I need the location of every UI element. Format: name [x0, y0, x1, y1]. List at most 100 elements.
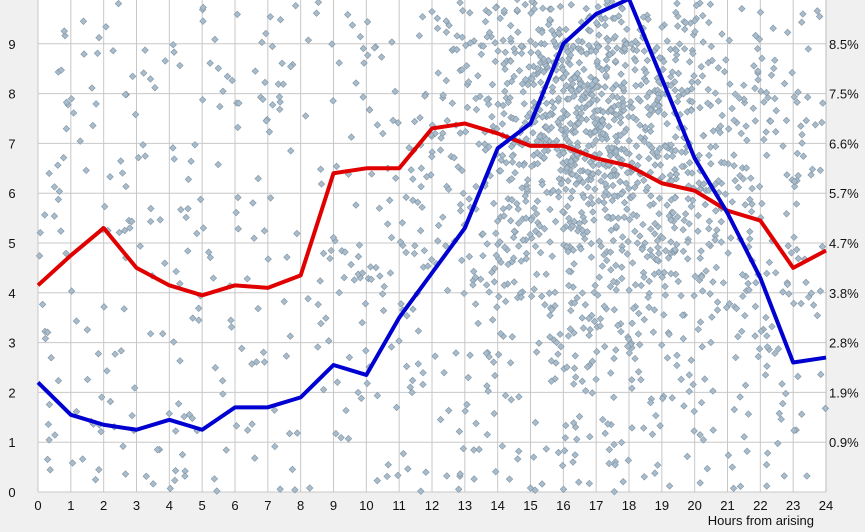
scatter-point [276, 16, 285, 24]
scatter-point [195, 304, 203, 312]
scatter-point [640, 424, 648, 432]
scatter-point [624, 237, 632, 246]
scatter-point [531, 486, 539, 494]
scatter-point [782, 210, 791, 218]
scatter-point [640, 273, 648, 281]
scatter-point [493, 217, 502, 225]
scatter-point [780, 79, 789, 88]
scatter-point [146, 217, 155, 226]
scatter-point [51, 431, 59, 439]
scatter-point [45, 169, 53, 178]
scatter-point [552, 76, 560, 84]
scatter-point [491, 371, 499, 380]
scatter-point [712, 207, 720, 215]
scatter-point [609, 213, 617, 222]
scatter-point [807, 289, 816, 297]
scatter-point [602, 71, 610, 79]
scatter-point [69, 109, 78, 117]
scatter-point [513, 455, 522, 463]
scatter-point [603, 0, 611, 5]
scatter-point [347, 133, 356, 141]
scatter-point [563, 157, 571, 166]
scatter-point [505, 203, 513, 211]
scatter-point [271, 442, 279, 451]
scatter-point [418, 13, 427, 21]
scatter-point [747, 207, 756, 216]
scatter-point [462, 62, 471, 70]
scatter-point [725, 125, 733, 133]
scatter-point [554, 118, 562, 126]
scatter-point [598, 66, 606, 74]
scatter-point [291, 486, 299, 494]
scatter-point [234, 225, 242, 233]
scatter-point [688, 85, 696, 93]
scatter-point [668, 177, 676, 185]
scatter-point [546, 205, 554, 214]
scatter-point [531, 40, 540, 49]
scatter-point [701, 200, 709, 209]
scatter-point [521, 0, 529, 9]
x-tick-label: 13 [458, 498, 472, 513]
scatter-point [496, 167, 505, 175]
scatter-point [327, 246, 335, 255]
scatter-point [636, 121, 644, 129]
scatter-point [685, 220, 693, 228]
scatter-point [647, 192, 655, 200]
scatter-point [57, 66, 65, 74]
scatter-point [82, 166, 90, 175]
scatter-point [661, 282, 669, 291]
scatter-point [131, 110, 140, 119]
scatter-point [489, 122, 497, 131]
scatter-point [625, 349, 633, 357]
scatter-point [469, 281, 477, 289]
scatter-point [582, 387, 590, 395]
scatter-point [804, 93, 812, 101]
scatter-point [765, 258, 774, 267]
scatter-point [613, 44, 621, 52]
scatter-point [387, 233, 396, 242]
scatter-point [268, 42, 277, 51]
scatter-point [610, 306, 618, 314]
scatter-point [809, 301, 818, 309]
scatter-point [556, 330, 564, 338]
scatter-point [642, 77, 650, 86]
scatter-point [445, 21, 453, 30]
scatter-point [583, 363, 592, 371]
x-tick-label: 15 [523, 498, 537, 513]
scatter-point [352, 201, 360, 209]
y2-tick-label: 2.8% [829, 336, 859, 351]
scatter-point [601, 14, 609, 23]
scatter-point [552, 137, 561, 145]
scatter-point [554, 448, 563, 457]
scatter-point [594, 168, 603, 177]
scatter-point [610, 487, 619, 496]
scatter-point [597, 123, 605, 131]
scatter-point [637, 281, 645, 290]
scatter-point [763, 151, 771, 160]
scatter-point [794, 372, 802, 381]
scatter-point [585, 314, 593, 323]
scatter-point [172, 267, 180, 276]
scatter-point [653, 461, 662, 469]
scatter-point [707, 338, 715, 347]
scatter-point [561, 446, 569, 455]
scatter-point [624, 342, 632, 350]
scatter-point [538, 292, 546, 300]
scatter-point [602, 65, 611, 73]
scatter-point [211, 35, 219, 44]
scatter-point [622, 149, 631, 157]
scatter-point [548, 87, 557, 96]
scatter-point [684, 195, 692, 203]
scatter-point [751, 302, 760, 311]
scatter-point [673, 97, 682, 106]
scatter-point [669, 209, 677, 217]
scatter-point [675, 92, 683, 101]
scatter-point [530, 80, 538, 89]
scatter-point [601, 342, 609, 351]
scatter-point [41, 334, 50, 343]
scatter-point [621, 44, 629, 53]
scatter-point [569, 246, 578, 254]
scatter-point [587, 73, 595, 81]
scatter-point [210, 475, 219, 483]
scatter-point [433, 24, 442, 33]
